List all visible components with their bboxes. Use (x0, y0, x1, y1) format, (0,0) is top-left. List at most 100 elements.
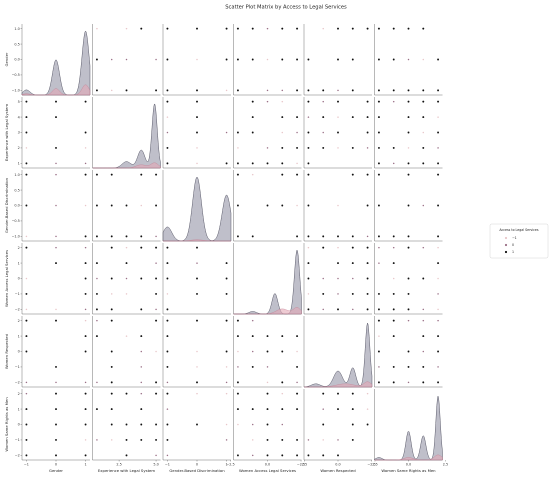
scatter-point (25, 147, 28, 149)
scatter-point (307, 262, 310, 265)
scatter-point (407, 365, 410, 368)
scatter-point (437, 58, 440, 61)
scatter-point (25, 335, 28, 338)
scatter-point (296, 116, 299, 119)
scatter-point (266, 147, 269, 149)
scatter-point (281, 438, 284, 441)
scatter-point (84, 292, 87, 295)
y-tick-label: −1 (15, 292, 20, 296)
scatter-point (236, 58, 239, 61)
scatter-point (166, 454, 169, 457)
scatter-point (225, 423, 228, 426)
scatter-point (377, 308, 380, 311)
scatter-point (55, 146, 57, 149)
scatter-point (84, 439, 87, 441)
scatter-point (25, 235, 28, 238)
scatter-point (155, 235, 157, 238)
scatter-point (125, 293, 128, 295)
scatter-point (307, 131, 310, 134)
scatter-point (378, 335, 380, 337)
scatter-point (110, 246, 113, 249)
scatter-point (266, 335, 269, 338)
scatter-point (125, 262, 128, 265)
cell-0-0: −1.0 −0.5 0.0 0.5 1.0 (12, 24, 91, 96)
scatter-point (236, 204, 239, 207)
scatter-point (337, 308, 339, 311)
scatter-point (237, 423, 239, 426)
cell-2-1 (92, 170, 161, 242)
scatter-point (266, 366, 269, 368)
scatter-point (281, 204, 284, 207)
scatter-point (322, 408, 324, 410)
scatter-point (125, 438, 128, 441)
scatter-point (337, 293, 339, 295)
scatter-point (140, 423, 143, 426)
scatter-point (351, 246, 354, 249)
scatter-point (322, 292, 325, 295)
scatter-point (110, 350, 113, 353)
scatter-point (366, 408, 369, 410)
scatter-point (84, 277, 87, 280)
scatter-point (422, 204, 425, 207)
scatter-point (422, 131, 425, 134)
scatter-point (95, 204, 98, 207)
scatter-point (225, 277, 228, 280)
scatter-point (155, 58, 157, 61)
y-tick-label: 1 (18, 334, 20, 338)
legend-marker (504, 250, 508, 254)
y-tick-label: 1.0 (14, 27, 19, 31)
scatter-point (110, 58, 113, 61)
matrix-cells: −1.0−0.50.00.51.012345−1.0−0.50.00.51.0−… (4, 24, 448, 473)
scatter-point (236, 27, 239, 30)
scatter-point (251, 439, 254, 441)
scatter-point (110, 392, 113, 395)
scatter-point (351, 146, 354, 149)
scatter-point (55, 454, 57, 457)
scatter-point (84, 162, 87, 165)
cell-0-3 (233, 24, 302, 96)
scatter-point (140, 27, 143, 30)
scatter-point (266, 162, 269, 165)
scatter-point (95, 308, 98, 311)
scatter-point (25, 204, 28, 207)
x-axis-label: Gender (49, 468, 63, 473)
scatter-point (337, 116, 339, 118)
legend-title: Access to Legal Services (499, 228, 538, 232)
scatter-point (55, 246, 57, 249)
scatter-point (322, 146, 325, 149)
scatter-point (84, 262, 87, 265)
cell-0-2 (162, 24, 231, 96)
scatter-point (196, 162, 198, 165)
scatter-point (166, 319, 169, 322)
scatter-point (166, 335, 169, 338)
scatter-point (307, 246, 310, 249)
scatter-point (196, 262, 198, 264)
scatter-point (437, 308, 439, 311)
scatter-point (236, 335, 239, 338)
scatter-point (281, 454, 284, 457)
scatter-point (351, 58, 354, 61)
scatter-point (166, 246, 169, 249)
scatter-point (84, 173, 87, 176)
scatter-point (407, 131, 410, 134)
scatter-point (392, 146, 395, 149)
scatter-point (366, 423, 369, 426)
y-tick-label: −0.5 (12, 219, 20, 223)
scatter-point (251, 319, 254, 322)
scatter-point (251, 27, 254, 30)
scatter-point (155, 381, 158, 384)
scatter-point (251, 454, 254, 457)
y-tick-label: −2 (15, 308, 20, 312)
x-axis-label: Women Respected (320, 468, 356, 473)
scatter-point (377, 27, 380, 30)
scatter-point (236, 131, 239, 134)
scatter-point (25, 100, 28, 103)
cell-3-2 (162, 243, 231, 315)
scatter-point (377, 381, 380, 384)
scatter-point (281, 58, 284, 61)
scatter-point (196, 350, 198, 353)
scatter-point (377, 319, 380, 322)
scatter-point (392, 162, 395, 165)
scatter-point (322, 116, 325, 119)
scatter-point (84, 423, 87, 426)
